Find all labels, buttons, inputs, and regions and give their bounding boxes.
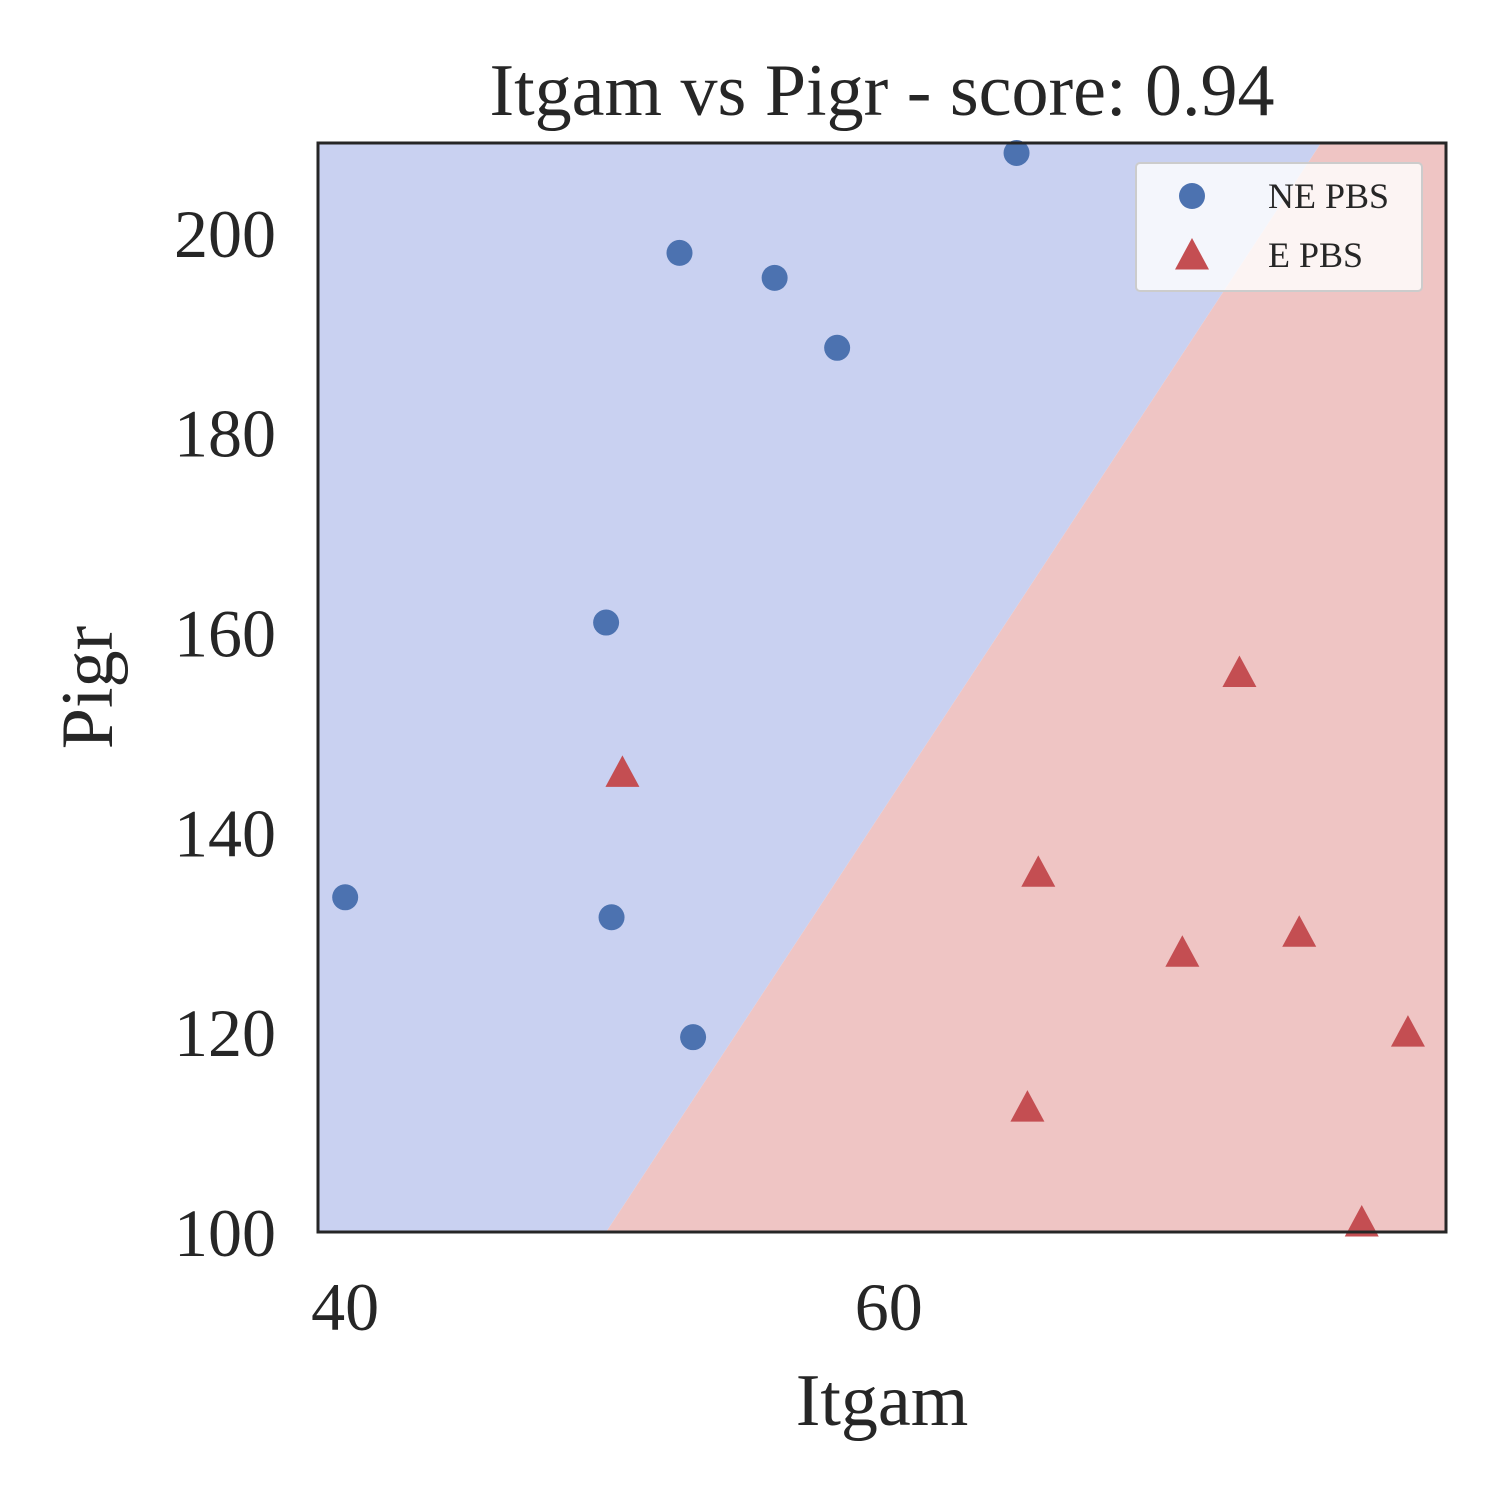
- data-point-e-pbs: [1165, 935, 1200, 967]
- legend: NE PBS E PBS: [1135, 162, 1423, 292]
- y-tick-label: 120: [174, 995, 276, 1071]
- data-point-ne-pbs: [666, 239, 693, 266]
- x-tick-label: 60: [855, 1269, 923, 1345]
- data-point-ne-pbs: [680, 1024, 707, 1051]
- data-point-e-pbs: [1021, 855, 1056, 887]
- data-point-ne-pbs: [824, 334, 851, 361]
- data-point-ne-pbs: [761, 264, 788, 291]
- y-tick-label: 160: [174, 596, 276, 672]
- y-axis-label: Pigr: [47, 626, 129, 749]
- data-point-ne-pbs: [332, 884, 359, 911]
- y-tick-label: 200: [174, 196, 276, 272]
- chart-title: Itgam vs Pigr - score: 0.94: [489, 50, 1274, 132]
- data-point-e-pbs: [1010, 1090, 1045, 1122]
- y-tick-label: 100: [174, 1195, 276, 1271]
- data-point-e-pbs: [1282, 915, 1317, 947]
- legend-marker-e-pbs: [1175, 238, 1209, 270]
- data-point-e-pbs: [1390, 1015, 1425, 1047]
- data-point-e-pbs: [605, 755, 640, 787]
- legend-marker-ne-pbs: [1179, 183, 1205, 209]
- data-point-ne-pbs: [598, 904, 625, 931]
- legend-label-e-pbs: E PBS: [1268, 235, 1363, 275]
- legend-box: [1135, 162, 1423, 292]
- data-point-e-pbs: [1344, 1205, 1379, 1237]
- y-tick-label: 140: [174, 795, 276, 871]
- data-point-ne-pbs: [1003, 139, 1030, 166]
- data-point-e-pbs: [1222, 655, 1257, 687]
- decision-region-ne-pbs: [318, 143, 1321, 1232]
- plot-frame: [316, 141, 1448, 1234]
- legend-label-ne-pbs: NE PBS: [1268, 176, 1389, 216]
- data-point-ne-pbs: [593, 609, 620, 636]
- x-axis-label: Itgam: [796, 1360, 969, 1442]
- decision-region-e-pbs: [606, 143, 1446, 1232]
- x-tick-label: 40: [311, 1269, 379, 1345]
- y-tick-label: 180: [174, 396, 276, 472]
